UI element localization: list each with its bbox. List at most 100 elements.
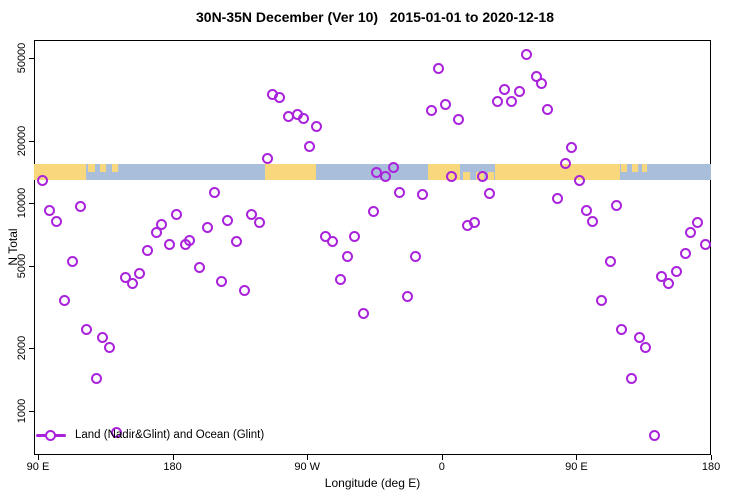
x-tick-mark: [172, 455, 174, 460]
data-point: [680, 247, 692, 259]
data-point: [134, 267, 146, 279]
data-point: [388, 161, 400, 173]
data-point: [67, 255, 79, 267]
chart-title: 30N-35N December (Ver 10) 2015-01-01 to …: [196, 9, 554, 25]
x-axis-label: Longitude (deg E): [324, 476, 421, 490]
y-tick-mark: [29, 140, 34, 142]
data-point: [156, 218, 168, 230]
data-point: [605, 255, 617, 267]
data-point: [358, 308, 370, 320]
data-point: [80, 323, 92, 335]
x-tick-label: 90 E: [26, 461, 50, 473]
land-strip-segment: [33, 164, 86, 180]
x-tick-mark: [711, 455, 713, 460]
data-point: [311, 120, 323, 132]
data-point: [111, 427, 123, 439]
data-point: [426, 105, 438, 117]
data-point: [394, 187, 406, 199]
y-tick-mark: [29, 57, 34, 59]
data-point: [417, 189, 429, 201]
data-point: [246, 209, 258, 221]
data-point: [349, 231, 361, 243]
data-point: [560, 157, 572, 169]
data-point: [611, 200, 623, 212]
data-point: [304, 141, 316, 153]
data-point: [649, 429, 661, 441]
data-point: [506, 96, 518, 108]
land-speckle: [621, 164, 628, 172]
data-point: [59, 294, 71, 306]
data-point: [380, 170, 392, 182]
data-point: [440, 98, 452, 110]
data-point: [239, 285, 251, 297]
x-tick-label: 180: [163, 461, 182, 473]
data-point: [342, 251, 354, 263]
x-tick-mark: [441, 455, 443, 460]
data-point: [327, 236, 339, 248]
land-speckle: [100, 164, 107, 172]
data-point: [640, 342, 652, 354]
data-point: [433, 63, 445, 75]
land-speckle: [112, 164, 118, 172]
data-point: [103, 342, 115, 354]
data-point: [262, 152, 274, 164]
data-point: [163, 239, 175, 251]
data-point: [616, 323, 628, 335]
y-tick-mark: [29, 411, 34, 412]
data-point: [574, 174, 586, 186]
data-point: [37, 174, 49, 186]
data-point: [477, 171, 489, 183]
data-point: [209, 187, 221, 199]
data-point: [542, 103, 554, 115]
land-speckle: [462, 172, 471, 180]
data-point: [685, 227, 697, 239]
data-point: [335, 274, 347, 286]
land-speckle: [631, 164, 638, 172]
data-point: [51, 216, 63, 228]
land-speckle: [642, 164, 647, 172]
land-strip-segment: [494, 164, 620, 180]
data-point: [514, 86, 526, 98]
y-tick-mark: [29, 265, 34, 267]
data-point: [127, 277, 139, 289]
data-point: [521, 48, 533, 60]
data-point: [142, 244, 154, 256]
data-point: [566, 142, 578, 154]
data-point: [596, 294, 608, 306]
x-tick-mark: [307, 455, 309, 460]
land-speckle: [87, 164, 95, 172]
data-point: [492, 95, 504, 107]
land-speckle: [488, 172, 495, 180]
data-point: [96, 331, 108, 343]
x-tick-mark: [38, 455, 39, 460]
data-point: [254, 217, 266, 229]
data-point: [202, 222, 214, 234]
data-point: [150, 227, 162, 239]
y-tick-mark: [29, 348, 34, 350]
data-point: [700, 239, 712, 251]
data-point: [297, 112, 309, 124]
x-tick-label: 0: [438, 461, 445, 473]
data-point: [216, 275, 228, 287]
x-tick-mark: [576, 455, 578, 460]
data-point: [671, 266, 683, 278]
data-point: [484, 188, 496, 200]
x-tick-label: 180: [701, 461, 721, 473]
data-point: [536, 78, 548, 90]
data-point: [499, 84, 511, 96]
x-tick-label: 90 W: [294, 461, 321, 473]
data-point: [552, 193, 564, 205]
data-point: [663, 278, 675, 290]
data-point: [75, 201, 87, 213]
data-point: [634, 331, 646, 343]
data-point: [469, 217, 481, 229]
data-point: [171, 209, 183, 221]
plot-area: [34, 40, 711, 455]
y-tick-mark: [29, 203, 34, 205]
data-point: [587, 216, 599, 228]
data-point: [368, 206, 380, 218]
data-point: [184, 235, 196, 247]
